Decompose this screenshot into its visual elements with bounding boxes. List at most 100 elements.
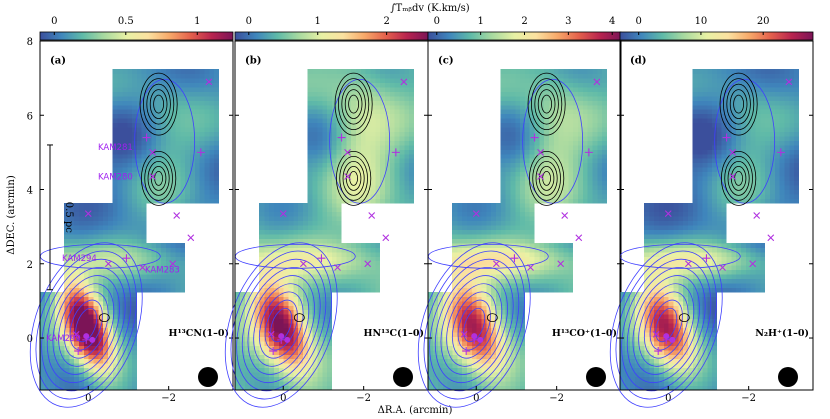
heatmap-cell bbox=[384, 176, 390, 181]
heatmap-cell bbox=[165, 91, 171, 97]
heatmap-cell bbox=[131, 158, 137, 164]
heatmap-cell bbox=[175, 185, 181, 190]
heatmap-cell bbox=[68, 336, 75, 342]
heatmap-cell bbox=[500, 78, 506, 83]
heatmap-cell bbox=[326, 260, 332, 266]
heatmap-cell bbox=[471, 381, 477, 386]
heatmap-cell bbox=[360, 242, 366, 248]
heatmap-cell bbox=[288, 211, 294, 217]
heatmap-cell bbox=[170, 118, 176, 124]
heatmap-cell bbox=[399, 149, 405, 155]
heatmap-cell bbox=[408, 91, 414, 97]
heatmap-cell bbox=[165, 109, 171, 115]
heatmap-cell bbox=[326, 367, 332, 373]
heatmap-cell bbox=[175, 283, 181, 288]
heatmap-cell bbox=[208, 109, 215, 115]
heatmap-cell bbox=[312, 78, 318, 83]
heatmap-cell bbox=[505, 225, 511, 231]
heatmap-cell bbox=[170, 122, 176, 128]
heatmap-cell bbox=[360, 127, 366, 132]
heatmap-cell bbox=[93, 269, 99, 275]
heatmap-cell bbox=[360, 100, 366, 106]
heatmap-cell bbox=[563, 91, 569, 97]
heatmap-cell bbox=[288, 220, 294, 226]
heatmap-cell bbox=[307, 372, 313, 378]
heatmap-cell bbox=[288, 287, 294, 293]
heatmap-cell bbox=[538, 283, 545, 288]
heatmap-cell bbox=[273, 225, 279, 231]
heatmap-cell bbox=[639, 363, 645, 369]
heatmap-cell bbox=[572, 91, 578, 97]
heatmap-cell bbox=[307, 367, 313, 373]
heatmap-cell bbox=[563, 131, 569, 137]
heatmap-cell bbox=[326, 238, 332, 244]
heatmap-cell bbox=[500, 180, 506, 186]
heatmap-cell bbox=[620, 363, 626, 369]
heatmap-cell bbox=[249, 318, 255, 324]
heatmap-cell bbox=[321, 144, 328, 150]
heatmap-cell bbox=[102, 211, 108, 217]
heatmap-cell bbox=[64, 283, 70, 288]
heatmap-cell bbox=[408, 118, 414, 124]
heatmap-cell bbox=[529, 104, 535, 110]
heatmap-cell bbox=[408, 193, 414, 199]
heatmap-cell bbox=[83, 278, 89, 284]
heatmap-cell bbox=[505, 256, 511, 262]
heatmap-cell bbox=[283, 345, 289, 351]
heatmap-cell bbox=[510, 385, 516, 391]
heatmap-cell bbox=[587, 136, 593, 141]
heatmap-cell bbox=[500, 207, 506, 213]
heatmap-cell bbox=[587, 171, 593, 177]
heatmap-cell bbox=[648, 349, 655, 355]
heatmap-cell bbox=[374, 242, 381, 248]
heatmap-cell bbox=[538, 274, 545, 280]
heatmap-cell bbox=[379, 100, 385, 106]
heatmap-cell bbox=[514, 216, 521, 222]
heatmap-cell bbox=[592, 176, 598, 181]
heatmap-cell bbox=[317, 358, 323, 364]
heatmap-cell bbox=[102, 336, 108, 342]
heatmap-cell bbox=[461, 367, 467, 373]
heatmap-cell bbox=[514, 349, 521, 355]
heatmap-cell bbox=[466, 229, 472, 235]
heatmap-cell bbox=[345, 176, 352, 181]
heatmap-cell bbox=[136, 256, 142, 262]
heatmap-cell bbox=[249, 296, 255, 302]
colorbar-title: ∫Tₘᵦdv (K.km/s) bbox=[390, 3, 469, 14]
heatmap-cell bbox=[452, 314, 458, 320]
heatmap-cell bbox=[326, 198, 332, 204]
heatmap-cell bbox=[495, 220, 501, 226]
heatmap-cell bbox=[160, 251, 166, 257]
heatmap-cell bbox=[336, 113, 342, 119]
heatmap-cell bbox=[317, 136, 323, 141]
heatmap-cell bbox=[370, 149, 376, 155]
heatmap-cell bbox=[78, 314, 84, 320]
heatmap-cell bbox=[596, 167, 603, 173]
heatmap-cell bbox=[592, 122, 598, 128]
heatmap-cell bbox=[577, 69, 583, 75]
heatmap-cell bbox=[514, 82, 521, 88]
heatmap-cell bbox=[519, 198, 525, 204]
heatmap-cell bbox=[529, 278, 535, 284]
heatmap-cell bbox=[117, 260, 123, 266]
heatmap-cell bbox=[582, 162, 588, 168]
heatmap-cell bbox=[112, 207, 118, 213]
heatmap-cell bbox=[495, 336, 501, 342]
heatmap-cell bbox=[160, 242, 166, 248]
heatmap-cell bbox=[572, 144, 578, 150]
heatmap-cell bbox=[317, 332, 323, 337]
heatmap-cell bbox=[437, 345, 443, 351]
heatmap-cell bbox=[73, 381, 79, 386]
heatmap-cell bbox=[112, 251, 118, 257]
heatmap-cell bbox=[59, 381, 65, 386]
heatmap-cell bbox=[543, 256, 550, 262]
heatmap-cell bbox=[297, 265, 303, 271]
heatmap-cell bbox=[268, 381, 274, 386]
heatmap-cell bbox=[663, 358, 669, 364]
heatmap-cell bbox=[596, 189, 603, 195]
heatmap-cell bbox=[587, 158, 593, 164]
heatmap-cell bbox=[93, 376, 99, 382]
heatmap-cell bbox=[126, 229, 133, 235]
heatmap-cell bbox=[495, 327, 501, 333]
heatmap-cell bbox=[122, 91, 128, 97]
